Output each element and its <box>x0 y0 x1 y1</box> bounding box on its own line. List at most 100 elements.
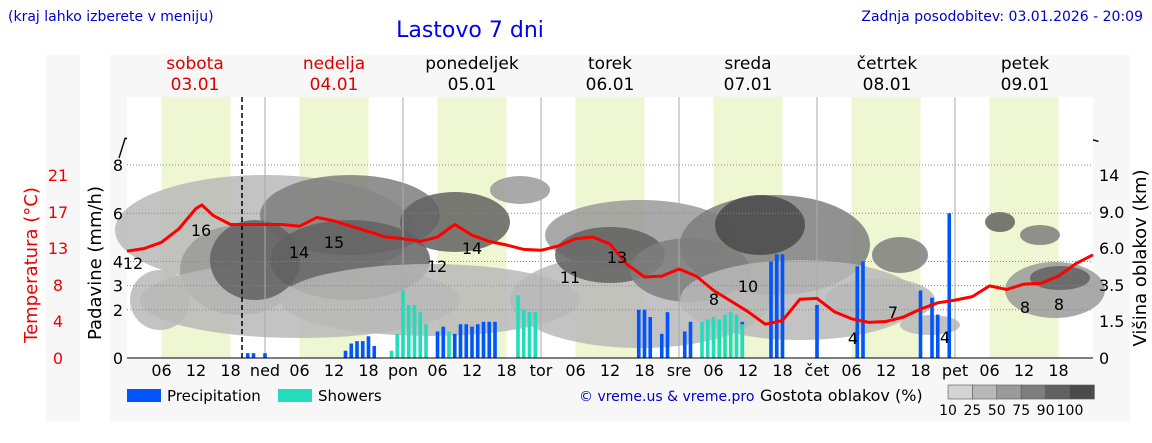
temperature-label-13: 8 <box>1020 298 1030 317</box>
x-tick-label-26: 18 <box>1048 361 1068 380</box>
last-update: Zadnja posodobitev: 03.01.2026 - 20:09 <box>861 9 1143 25</box>
precipitation-bar-3 <box>343 350 348 358</box>
temperature-label-3: 15 <box>324 233 344 252</box>
cloud-patch-19 <box>985 212 1015 232</box>
day-name-2: ponedeljek <box>425 54 519 74</box>
precipitation-tick-0: 0 <box>113 349 123 368</box>
precipitation-bar-11 <box>452 333 457 358</box>
temperature-label-1: 16 <box>191 221 211 240</box>
temperature-line <box>126 203 1094 326</box>
temperature-axis: 0 4 8 13 17 21 <box>48 166 68 368</box>
credit-link[interactable]: © vreme.us & vreme.pro <box>579 389 754 405</box>
wind-barb-staff <box>118 137 126 159</box>
precipitation-bar-2 <box>263 353 267 358</box>
cloud-density-title: Gostota oblakov (%) <box>760 386 923 405</box>
density-label-0: 10 <box>939 403 957 419</box>
legend: Precipitation Showers <box>127 387 382 405</box>
precipitation-bar-4 <box>349 343 354 358</box>
x-tick-label-6: 18 <box>358 361 378 380</box>
legend-showers-swatch <box>278 389 312 402</box>
x-tick-label-14: 18 <box>634 361 654 380</box>
precipitation-axis: 0 2 3 4 6 8 <box>113 156 123 368</box>
shower-bar-12 <box>700 321 704 358</box>
cloud-height-tick-1: 1.5 <box>1099 312 1124 331</box>
precipitation-bar-31 <box>855 266 860 358</box>
cloud-patch-15 <box>715 195 805 255</box>
x-tick-label-4: 06 <box>289 361 309 380</box>
temperature-label-10: 4 <box>848 329 858 348</box>
precipitation-bar-10 <box>441 326 446 358</box>
menu-hint[interactable]: (kraj lahko izberete v meniju) <box>8 9 214 25</box>
temperature-labels: 12 16 14 15 12 14 11 13 8 10 4 7 4 8 8 <box>123 221 1064 348</box>
temperature-label-5: 14 <box>462 239 482 258</box>
day-date-3: 06.01 <box>586 75 635 95</box>
shower-bar-6 <box>424 324 428 358</box>
cloud-patch-22 <box>1030 266 1090 290</box>
shower-bar-5 <box>418 312 423 358</box>
precipitation-bar-23 <box>665 312 670 358</box>
temperature-label-0: 12 <box>123 254 143 273</box>
precipitation-tick-3: 4 <box>113 253 123 272</box>
shower-bar-3 <box>406 304 411 358</box>
precipitation-bar-27 <box>769 261 773 358</box>
temperature-label-2: 14 <box>289 243 309 262</box>
x-tick-label-18: 18 <box>772 361 792 380</box>
density-label-3: 75 <box>1012 403 1030 419</box>
day-date-2: 05.01 <box>448 75 497 95</box>
temperature-tick-2: 8 <box>53 276 63 295</box>
day-name-0: sobota <box>166 54 224 74</box>
x-tick-label-3: ned <box>250 361 280 380</box>
x-tick-label-24: 06 <box>979 361 999 380</box>
precipitation-bar-18 <box>493 321 497 358</box>
precipitation-bar-29 <box>780 254 785 358</box>
temperature-axis-title: Temperatura (°C) <box>21 187 42 344</box>
cloud-patch-18 <box>872 237 928 273</box>
x-tick-label-20: 06 <box>841 361 861 380</box>
precipitation-bar-25 <box>688 321 693 358</box>
precipitation-tick-4: 6 <box>113 204 123 223</box>
x-tick-label-7: pon <box>388 361 418 380</box>
x-tick-label-0: 06 <box>151 361 171 380</box>
x-tick-label-22: 18 <box>910 361 930 380</box>
precipitation-bar-33 <box>918 290 923 358</box>
legend-precipitation-swatch <box>127 389 161 402</box>
density-label-5: 100 <box>1057 403 1084 419</box>
cloud-height-tick-4: 9.0 <box>1099 203 1124 222</box>
precipitation-bar-19 <box>636 309 641 358</box>
precipitation-axis-title: Padavine (mm/h) <box>85 186 106 340</box>
shower-bar-9 <box>521 309 526 358</box>
x-tick-label-21: 12 <box>876 361 896 380</box>
temperature-label-6: 11 <box>560 268 580 287</box>
precipitation-tick-2: 3 <box>113 277 123 296</box>
shower-bar-1 <box>395 333 400 358</box>
cloud-height-axis-title: Višina oblakov (km) <box>1130 169 1151 346</box>
temperature-label-9: 10 <box>738 277 758 296</box>
precipitation-bar-1 <box>251 353 256 358</box>
density-label-2: 50 <box>988 403 1006 419</box>
cloud-patch-6 <box>400 192 510 252</box>
shower-bar-10 <box>527 312 532 358</box>
cloud-patch-23 <box>900 315 960 335</box>
temperature-tick-0: 0 <box>53 349 63 368</box>
shower-bar-2 <box>401 290 405 358</box>
cloud-patch-8 <box>130 270 190 330</box>
temperature-label-11: 7 <box>888 303 898 322</box>
cloud-patch-9 <box>280 264 580 336</box>
temperature-label-7: 13 <box>607 248 627 267</box>
shower-bars <box>389 290 745 358</box>
density-swatch-5 <box>1069 384 1095 400</box>
cloud-patch-17 <box>825 278 935 322</box>
day-name-3: torek <box>588 54 632 74</box>
x-tick-label-9: 12 <box>462 361 482 380</box>
density-swatch-4 <box>1045 384 1071 400</box>
left-panel-background <box>46 55 80 422</box>
temperature-tick-3: 13 <box>48 239 68 258</box>
precipitation-bar-22 <box>659 333 664 358</box>
shower-bar-13 <box>705 319 710 358</box>
precipitation-bar-14 <box>470 326 474 358</box>
x-tick-label-23: pet <box>942 361 968 380</box>
legend-precipitation-label: Precipitation <box>167 387 261 405</box>
x-tick-label-2: 18 <box>220 361 240 380</box>
shower-bar-0 <box>389 350 394 358</box>
